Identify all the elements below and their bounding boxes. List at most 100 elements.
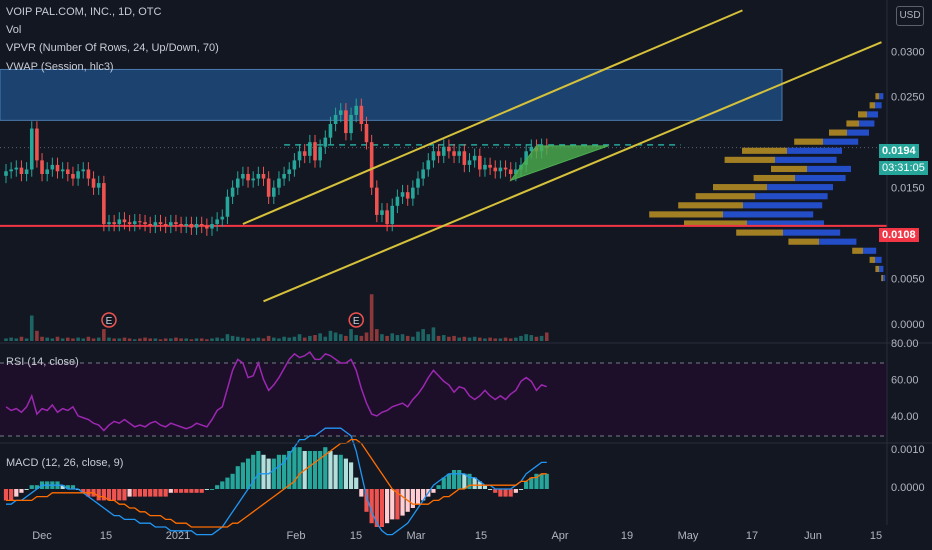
macd-histogram-bar [168,489,173,493]
macd-histogram-bar [333,454,338,489]
macd-legend[interactable]: MACD (12, 26, close, 9) [6,457,124,469]
rsi-tick-label: 80.00 [891,338,919,350]
macd-histogram-bar [261,454,266,489]
macd-histogram-bar [240,462,245,489]
volume-bar [55,336,60,341]
macd-histogram-bar [194,489,199,493]
volume-bar [91,338,96,341]
vpvr-legend[interactable]: VPVR (Number Of Rows, 24, Up/Down, 70) [6,42,219,54]
vpvr-down-bar [736,229,783,236]
macd-histogram-bar [488,489,493,490]
signal-line [6,438,547,528]
vpvr-up-bar [823,138,859,145]
macd-histogram-bar [338,454,343,489]
volume-bar [519,335,523,341]
candle-body [313,142,317,161]
time-tick-label: May [678,530,699,542]
volume-bar [235,336,240,341]
volume-bar [400,334,405,341]
symbol-title[interactable]: VOIP PAL.COM, INC., 1D, OTC [6,6,162,18]
candle-body [400,192,405,197]
volume-bar [81,338,86,341]
macd-histogram-bar [374,489,379,527]
volume-bar [29,315,34,341]
volume-bar [132,339,137,341]
volume-bar [514,337,518,341]
vpvr-up-bar [847,129,869,136]
time-tick-label: Mar [407,530,426,542]
price-tick-label: 0.0150 [891,183,925,195]
candle-body [385,210,389,224]
macd-histogram-bar [34,485,39,489]
vpvr-up-bar [875,102,882,109]
volume-bar [246,338,250,341]
currency-button[interactable]: USD [896,6,924,26]
volume-bar [19,336,24,341]
candle-body [524,151,528,165]
time-tick-label: 19 [621,530,633,542]
time-tick-label: 15 [100,530,112,542]
vpvr-up-bar [807,165,851,173]
volume-bar [411,336,415,341]
volume-bar [189,339,194,341]
macd-histogram-bar [199,489,204,493]
candle-body [441,146,446,156]
candle-body [297,151,302,161]
vpvr-up-bar [767,184,833,191]
earnings-marker-circle [348,312,364,328]
macd-histogram-bar [312,451,318,489]
vpvr-up-bar [755,193,828,200]
volume-bar [122,337,127,341]
candle-body [426,160,431,170]
candle-body [132,221,137,224]
macd-histogram-bar [328,451,333,489]
candle-body [354,105,358,115]
volume-bar [421,329,425,341]
volume-bar [86,336,91,341]
candle-body [359,105,364,124]
candle-body [210,224,214,229]
volume-bar [266,335,271,341]
candle-body [112,222,116,224]
rsi-legend[interactable]: RSI (14, close) [6,356,79,368]
volume-legend[interactable]: Vol [6,24,22,36]
candle-body [24,169,29,174]
volume-bar [380,334,384,341]
macd-tick-label: 0.0000 [891,482,925,494]
macd-pane[interactable] [0,427,932,536]
volume-bar [302,337,307,341]
macd-histogram-bar [3,489,9,501]
candle-body [457,151,461,156]
vpvr-down-bar [695,193,755,200]
macd-histogram-bar [348,462,354,489]
volume-bar [107,337,111,341]
vpvr-up-bar [787,147,842,154]
vwap-legend[interactable]: VWAP (Session, hlc3) [6,61,114,73]
candle-body [45,169,49,174]
candle-body [14,167,19,170]
candle-body [287,169,292,174]
candle-body [35,128,39,161]
volume-bar [71,338,75,341]
candle-body [91,178,96,188]
candle-body [60,169,65,172]
candle-body [467,160,472,165]
volume-bar [225,334,230,341]
candle-body [390,205,395,224]
rsi-pane[interactable] [0,343,932,443]
volume-bar [45,337,49,341]
candle-body [333,114,338,124]
vpvr-up-bar [863,247,877,254]
vpvr-up-bar [859,120,875,127]
macd-histogram-bar [127,489,132,497]
macd-line [6,427,547,536]
volume-bar [169,338,173,341]
candle-body [318,146,322,161]
price-tick-label: 0.0250 [891,92,925,104]
macd-histogram-bar [307,451,312,489]
macd-histogram-bar [364,489,369,512]
volume-bar [143,337,147,341]
candle-body [220,216,225,220]
